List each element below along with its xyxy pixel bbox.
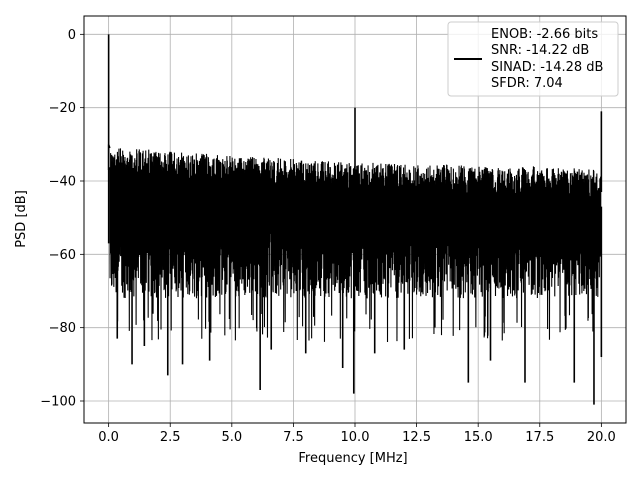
- y-tick-label: −40: [49, 175, 76, 190]
- legend-line-4: SFDR: 7.04: [491, 76, 563, 91]
- legend-box: [447, 21, 619, 97]
- x-tick-label: 10.0: [341, 430, 370, 445]
- x-tick-label: 2.5: [160, 430, 181, 445]
- x-tick-label: 15.0: [464, 430, 493, 445]
- y-tick-label: −80: [49, 321, 76, 336]
- y-tick-label: 0: [68, 28, 76, 43]
- x-axis-ticks: 0.0 2.5 5.0 7.5 10.0 12.5 15.0 17.5 20.0: [98, 423, 616, 445]
- y-tick-label: −20: [49, 101, 76, 116]
- x-tick-label: 20.0: [587, 430, 616, 445]
- legend-line-3: SINAD: -14.28 dB: [491, 60, 603, 75]
- legend-line-1: ENOB: -2.66 bits: [491, 27, 598, 42]
- x-tick-label: 5.0: [221, 430, 242, 445]
- y-axis-label: PSD [dB]: [14, 190, 29, 248]
- y-tick-label: −60: [49, 248, 76, 263]
- x-tick-label: 7.5: [283, 430, 304, 445]
- y-axis-ticks: 0 −20 −40 −60 −80 −100: [40, 28, 84, 410]
- psd-series: [107, 34, 603, 405]
- x-tick-label: 12.5: [402, 430, 431, 445]
- y-tick-label: −100: [40, 395, 76, 410]
- x-axis-label: Frequency [MHz]: [298, 451, 407, 466]
- legend-line-2: SNR: -14.22 dB: [491, 43, 589, 58]
- legend: ENOB: -2.66 bits SNR: -14.22 dB SINAD: -…: [447, 21, 619, 97]
- x-tick-label: 17.5: [525, 430, 554, 445]
- x-tick-label: 0.0: [98, 430, 119, 445]
